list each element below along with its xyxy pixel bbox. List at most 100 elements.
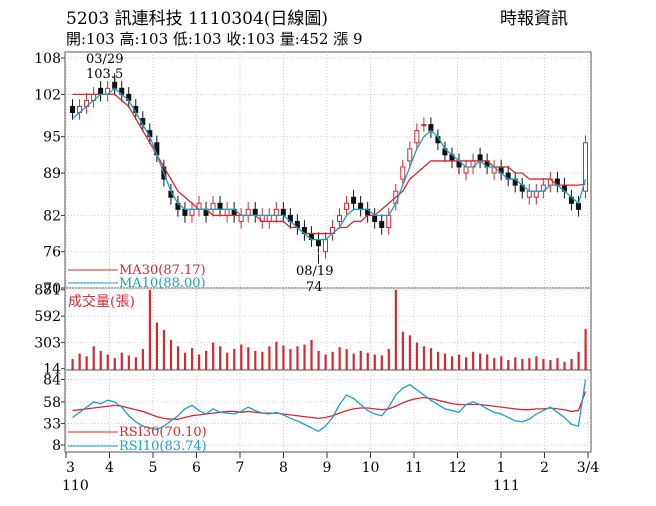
volume-bar (366, 352, 369, 370)
candle-body (189, 208, 195, 216)
candle-body (575, 202, 581, 210)
x-tick-label: 8 (279, 460, 288, 476)
volume-bar (528, 358, 531, 370)
x-tick-label: 3 (66, 460, 75, 476)
candle-body (477, 154, 483, 162)
volume-bar (310, 339, 313, 370)
candle-body (337, 214, 343, 222)
volume-bar (394, 289, 397, 370)
candle-body (386, 214, 392, 228)
volume-bar (127, 355, 130, 370)
candle-body (407, 148, 413, 162)
volume-bar (507, 359, 510, 370)
candle-body (526, 190, 532, 198)
volume-bar (233, 349, 236, 370)
x-tick-label: 7 (236, 460, 245, 476)
volume-bar (359, 350, 362, 370)
volume-bar (542, 359, 545, 370)
high-annotation-value: 103.5 (86, 67, 123, 82)
y-tick-label: 82 (43, 208, 61, 224)
y-tick-label: 592 (34, 309, 61, 325)
x-tick-label: 6 (192, 460, 201, 476)
y-tick-label: 14 (43, 362, 61, 378)
volume-bar (261, 351, 264, 370)
quote-line: 開:103 高:103 低:103 收:103 量:452 漲 9 (66, 30, 363, 48)
candle-body (70, 105, 76, 114)
x-tick-label: 1 (497, 460, 506, 476)
candle-body (224, 208, 230, 216)
candle-body (414, 130, 420, 144)
source-label: 時報資訊 (500, 9, 568, 29)
volume-bar (226, 352, 229, 370)
candle-body (421, 124, 427, 127)
volume-bar (436, 351, 440, 370)
x-tick-label: 12 (449, 460, 467, 476)
indicator-lines (72, 73, 587, 433)
volume-bar (338, 347, 341, 370)
volume-bar (443, 353, 447, 370)
ma30-line (72, 93, 586, 235)
volume-bar (422, 346, 426, 370)
y-tick-label: 70 (43, 281, 61, 297)
volume-bar (275, 341, 278, 370)
volume-bar (570, 359, 573, 370)
x-tick-label: 9 (323, 460, 332, 476)
volume-bar (380, 355, 383, 370)
x-tick-label: 3/4 (577, 460, 600, 476)
candle-body (344, 202, 350, 210)
high-annotation-date: 03/29 (86, 52, 123, 67)
year-label: 110 (62, 478, 89, 494)
candle-body (351, 196, 357, 204)
volume-bar (345, 349, 348, 370)
rsi10-line (72, 379, 587, 433)
y-tick-label: 89 (43, 166, 61, 182)
candle-body (379, 220, 385, 228)
volume-bar (317, 350, 320, 370)
volume-bar (247, 347, 250, 370)
volume-bar (521, 359, 524, 370)
x-tick-label: 11 (405, 460, 423, 476)
y-tick-label: 102 (34, 87, 61, 103)
volume-bar (500, 356, 503, 370)
x-tick-label: 2 (540, 460, 549, 476)
volume-bar (148, 289, 152, 370)
volume-bar (486, 354, 489, 370)
volume-bar (450, 356, 454, 370)
year-label: 111 (493, 478, 520, 494)
rsi10-legend: RSI10(83.74) (119, 439, 207, 454)
volume-bar (465, 357, 468, 370)
y-tick-label: 76 (43, 245, 61, 261)
candle-body (322, 239, 328, 253)
volume-bar (289, 349, 292, 370)
volume-bar (535, 356, 538, 370)
volume-bar (373, 354, 376, 370)
y-tick-label: 33 (43, 417, 61, 433)
volume-bar (296, 346, 299, 370)
volume-bar (141, 349, 144, 370)
candle-body (358, 202, 364, 210)
candle-body (273, 208, 279, 216)
candle-body (463, 166, 469, 174)
volume-bar (169, 339, 173, 370)
volume-bar (92, 346, 95, 370)
candle-body (280, 208, 286, 216)
y-tick-label: 58 (43, 395, 61, 411)
volume-bar (162, 329, 166, 370)
volume-bar (493, 358, 496, 370)
volume-bar (584, 328, 587, 370)
volume-bar (303, 344, 306, 370)
volume-bar (254, 350, 257, 370)
volume-bar (198, 354, 201, 370)
volume-bar (240, 344, 243, 370)
candle-body (582, 142, 588, 192)
volume-bar (429, 348, 433, 370)
volume-bar (212, 342, 215, 370)
volume-bar (472, 351, 475, 370)
volume-bar (190, 348, 194, 370)
rsi30-line (72, 391, 587, 420)
volume-bar (176, 346, 180, 370)
candle-body (182, 208, 188, 216)
